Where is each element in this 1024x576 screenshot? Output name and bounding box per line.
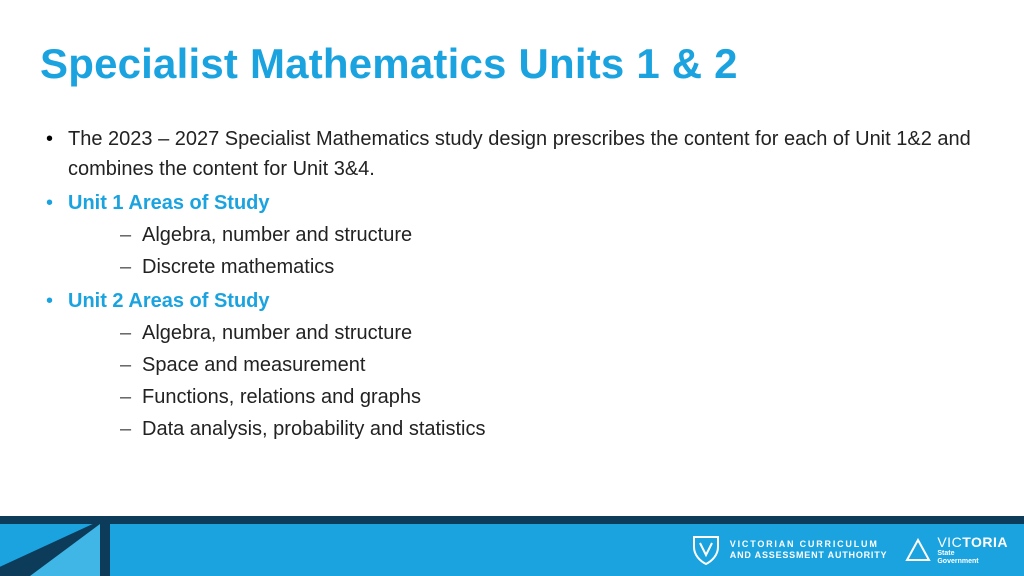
vic-thin: VIC bbox=[937, 534, 962, 550]
list-item-text: Data analysis, probability and statistic… bbox=[142, 418, 486, 440]
list-item: Algebra, number and structure bbox=[114, 318, 984, 348]
victoria-text: VICTORIA State Government bbox=[937, 535, 1008, 565]
vcaa-line2: AND ASSESSMENT AUTHORITY bbox=[730, 551, 888, 560]
intro-text: The 2023 – 2027 Specialist Mathematics s… bbox=[68, 128, 971, 180]
vcaa-text: VICTORIAN CURRICULUM AND ASSESSMENT AUTH… bbox=[730, 540, 888, 560]
intro-bullet: The 2023 – 2027 Specialist Mathematics s… bbox=[40, 124, 984, 184]
list-item: Algebra, number and structure bbox=[114, 220, 984, 250]
list-item: Space and measurement bbox=[114, 350, 984, 380]
footer-triangle-light bbox=[30, 524, 100, 576]
list-item-text: Algebra, number and structure bbox=[142, 224, 412, 246]
footer-dark-stripe bbox=[0, 516, 1024, 524]
body-area: The 2023 – 2027 Specialist Mathematics s… bbox=[40, 124, 984, 444]
vic-sub2: Government bbox=[937, 558, 1008, 565]
vcaa-logo: VICTORIAN CURRICULUM AND ASSESSMENT AUTH… bbox=[690, 535, 888, 565]
unit1-heading-item: Unit 1 Areas of Study Algebra, number an… bbox=[40, 188, 984, 282]
content-area: Specialist Mathematics Units 1 & 2 The 2… bbox=[40, 40, 984, 448]
victoria-word: VICTORIA bbox=[937, 535, 1008, 549]
unit2-sublist: Algebra, number and structure Space and … bbox=[68, 318, 984, 444]
vic-sub1: State bbox=[937, 550, 1008, 557]
unit1-sublist: Algebra, number and structure Discrete m… bbox=[68, 220, 984, 282]
list-item: Discrete mathematics bbox=[114, 252, 984, 282]
unit2-heading: Unit 2 Areas of Study bbox=[68, 290, 270, 312]
shield-icon bbox=[690, 535, 722, 565]
slide-title: Specialist Mathematics Units 1 & 2 bbox=[40, 40, 984, 88]
victoria-logo: VICTORIA State Government bbox=[905, 535, 1008, 565]
vic-bold: TORIA bbox=[962, 534, 1008, 550]
slide: Specialist Mathematics Units 1 & 2 The 2… bbox=[0, 0, 1024, 576]
list-item: Functions, relations and graphs bbox=[114, 382, 984, 412]
list-item-text: Space and measurement bbox=[142, 354, 365, 376]
footer: VICTORIAN CURRICULUM AND ASSESSMENT AUTH… bbox=[0, 516, 1024, 576]
list-item-text: Functions, relations and graphs bbox=[142, 386, 421, 408]
unit1-heading: Unit 1 Areas of Study bbox=[68, 192, 270, 214]
unit2-heading-item: Unit 2 Areas of Study Algebra, number an… bbox=[40, 286, 984, 444]
triangle-icon bbox=[905, 538, 931, 562]
main-list: The 2023 – 2027 Specialist Mathematics s… bbox=[40, 124, 984, 444]
vcaa-line1: VICTORIAN CURRICULUM bbox=[730, 540, 888, 549]
list-item-text: Algebra, number and structure bbox=[142, 322, 412, 344]
list-item-text: Discrete mathematics bbox=[142, 256, 334, 278]
list-item: Data analysis, probability and statistic… bbox=[114, 414, 984, 444]
footer-bar: VICTORIAN CURRICULUM AND ASSESSMENT AUTH… bbox=[0, 524, 1024, 576]
